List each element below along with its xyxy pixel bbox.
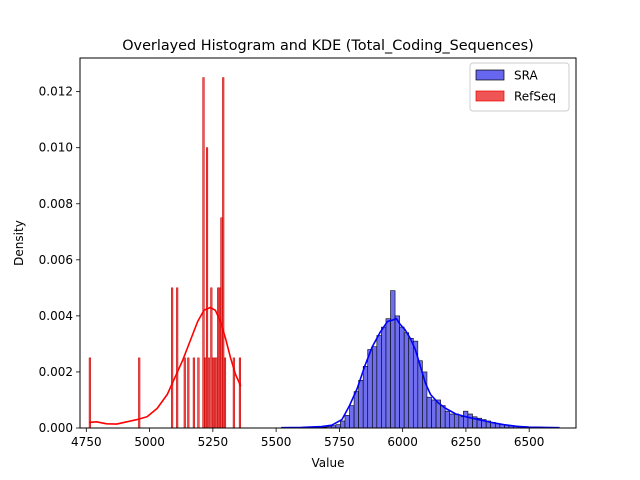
sra-bar-21 [376,335,382,429]
sra-bar-20 [371,346,378,429]
sra-bar-14 [344,415,350,429]
refseq-kde-line [89,306,242,425]
y-tick-label-0: 0.000 [39,421,73,435]
sra-bar-18 [362,366,369,429]
x-tick-label-0: 4750 [71,435,102,449]
legend-label-sra: SRA [514,69,538,83]
refseq-bar-4 [183,357,186,429]
y-axis-title: Density [12,220,26,266]
sra-bar-19 [367,349,373,429]
sra-bar-17 [358,380,364,429]
kde-lines [89,306,560,429]
refseq-bar-3 [176,287,179,429]
sra-bar-36 [444,410,451,429]
x-axis-title: Value [312,456,345,470]
sra-bar-13 [340,420,346,429]
refseq-bar-22 [238,357,241,429]
x-tick-label-4: 5750 [324,435,355,449]
x-axis-ticks: 4750 5000 5250 5500 5750 6000 6250 6500 [71,428,544,449]
legend-swatch-sra [475,69,505,81]
sra-bar-40 [463,410,469,429]
chart-title: Overlayed Histogram and KDE (Total_Codin… [122,38,534,54]
y-tick-label-3: 0.006 [39,253,73,267]
sra-bar-25 [394,315,400,429]
sra-bar-35 [440,405,446,429]
sra-bar-22 [381,326,387,429]
sra-bar-39 [458,416,464,429]
sra-bar-32 [426,396,432,429]
sra-bar-16 [353,391,359,429]
y-tick-label-2: 0.004 [39,309,73,323]
sra-bar-38 [453,413,460,429]
refseq-bar-0 [88,357,91,429]
refseq-bar-13 [212,357,215,429]
sra-bar-23 [385,318,391,429]
refseq-bar-5 [187,357,190,429]
sra-bar-37 [449,413,455,429]
y-tick-label-5: 0.010 [39,141,73,155]
legend-swatch-refseq [475,90,505,102]
y-axis-ticks: 0.000 0.002 0.004 0.006 0.008 0.010 0.012 [39,85,80,435]
legend: SRA RefSeq [469,62,570,112]
x-tick-label-2: 5250 [198,435,229,449]
x-tick-label-6: 6250 [451,435,482,449]
sra-bar-15 [349,405,355,429]
refseq-bar-11 [207,357,210,429]
y-tick-label-4: 0.008 [39,197,73,211]
sra-bar-41 [467,413,473,429]
sra-bar-26 [399,326,405,429]
x-tick-label-5: 6000 [387,435,418,449]
x-tick-label-7: 6500 [514,435,545,449]
refseq-bar-6 [192,357,195,429]
legend-label-refseq: RefSeq [514,90,556,104]
refseq-bar-20 [223,357,227,429]
sra-bar-24 [390,290,396,429]
axes-frame [79,57,577,429]
refseq-bar-10 [205,147,209,429]
sra-bar-33 [431,399,437,429]
sra-bar-28 [408,337,414,429]
sra-bar-27 [403,332,410,429]
x-tick-label-3: 5500 [261,435,292,449]
sra-kde-line [281,317,560,429]
refseq-bar-8 [202,77,205,429]
sra-bar-12 [335,424,341,429]
refseq-bar-1 [138,357,141,429]
y-tick-label-6: 0.012 [39,85,73,99]
x-tick-label-1: 5000 [134,435,165,449]
refseq-bar-2 [171,287,174,429]
y-tick-label-1: 0.002 [39,365,73,379]
refseq-bar-16 [217,287,220,429]
refseq-bar-9 [204,357,207,429]
refseq-bar-19 [222,77,225,429]
refseq-bar-7 [197,357,200,429]
